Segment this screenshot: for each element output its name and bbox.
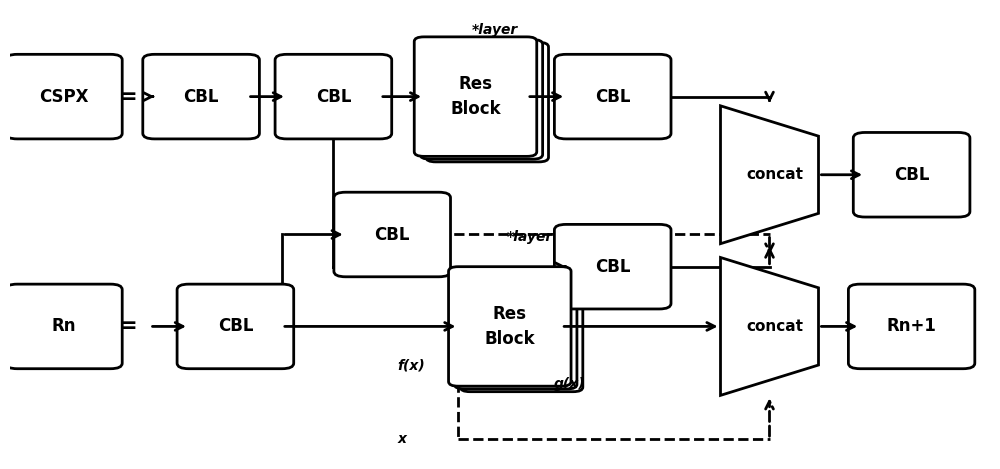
Text: Block: Block <box>484 330 535 348</box>
Text: Rn+1: Rn+1 <box>887 318 937 335</box>
Text: Res: Res <box>458 75 492 93</box>
FancyBboxPatch shape <box>6 54 122 139</box>
Polygon shape <box>720 106 819 244</box>
FancyBboxPatch shape <box>454 269 577 389</box>
FancyBboxPatch shape <box>6 284 122 369</box>
FancyBboxPatch shape <box>554 224 671 309</box>
FancyBboxPatch shape <box>420 39 543 159</box>
Text: CBL: CBL <box>218 318 253 335</box>
FancyBboxPatch shape <box>414 37 537 156</box>
Text: *layer: *layer <box>472 23 518 37</box>
FancyBboxPatch shape <box>143 54 259 139</box>
Text: Res: Res <box>493 304 527 323</box>
Text: CBL: CBL <box>595 257 630 276</box>
Text: Block: Block <box>450 100 501 119</box>
FancyBboxPatch shape <box>275 54 392 139</box>
Text: Rn: Rn <box>52 318 76 335</box>
Text: g(x): g(x) <box>554 377 586 391</box>
Text: =: = <box>119 317 137 336</box>
Text: CBL: CBL <box>894 166 929 184</box>
Text: concat: concat <box>746 319 803 334</box>
Text: x: x <box>398 432 406 446</box>
FancyBboxPatch shape <box>334 192 451 277</box>
Text: CBL: CBL <box>374 226 410 243</box>
FancyBboxPatch shape <box>449 267 571 386</box>
Text: concat: concat <box>746 167 803 182</box>
FancyBboxPatch shape <box>554 54 671 139</box>
Text: CBL: CBL <box>183 88 219 106</box>
Text: =: = <box>119 87 137 106</box>
FancyBboxPatch shape <box>426 42 549 162</box>
Text: *layer: *layer <box>506 230 553 244</box>
Text: CSPX: CSPX <box>39 88 89 106</box>
FancyBboxPatch shape <box>460 272 583 392</box>
Polygon shape <box>720 257 819 395</box>
Text: f(x): f(x) <box>397 358 425 372</box>
FancyBboxPatch shape <box>848 284 975 369</box>
FancyBboxPatch shape <box>853 132 970 217</box>
FancyBboxPatch shape <box>177 284 294 369</box>
Text: CBL: CBL <box>595 88 630 106</box>
Text: CBL: CBL <box>316 88 351 106</box>
